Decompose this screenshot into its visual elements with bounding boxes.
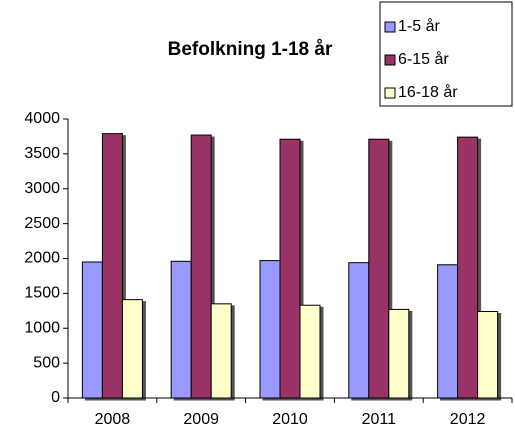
legend-swatch [384,54,396,66]
legend-label: 16-18 år [398,83,458,101]
legend-label: 1-5 år [398,17,440,35]
chart-title: Befolkning 1-18 år [168,39,333,60]
legend-swatch [384,87,396,99]
x-tick-label: 2009 [183,411,219,428]
y-tick-label: 0 [51,389,60,406]
y-tick-label: 1500 [24,285,60,302]
x-tick-label: 2011 [362,411,397,428]
y-tick-label: 500 [33,354,60,371]
y-tick-label: 2000 [24,250,60,267]
bar [348,262,370,399]
bar [210,303,232,399]
y-tick-label: 2500 [24,215,60,232]
bar [388,308,410,399]
bar [457,136,479,399]
x-tick-label: 2012 [450,411,486,428]
bar [190,134,212,399]
x-tick-label: 2010 [272,411,308,428]
bar [259,260,281,399]
y-tick-label: 3500 [24,145,60,162]
bar [477,311,499,399]
y-tick-label: 1000 [24,319,60,336]
y-tick-label: 4000 [24,110,60,127]
x-tick-label: 2008 [95,411,131,428]
bar [121,299,143,399]
legend-label: 6-15 år [398,50,449,68]
bar [437,264,459,399]
bar [170,260,192,399]
legend-swatch [384,21,396,33]
bar [279,138,301,399]
y-tick-label: 3000 [24,180,60,197]
bar [101,133,123,399]
bar [81,261,103,399]
bar [368,138,390,399]
bar [299,304,321,399]
legend-box [379,1,513,107]
